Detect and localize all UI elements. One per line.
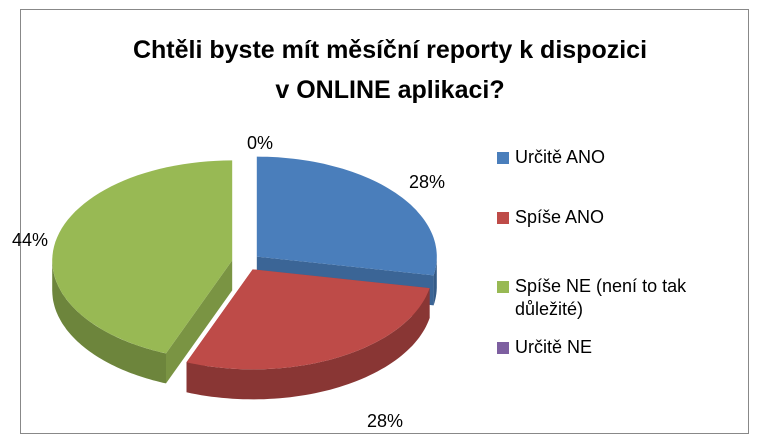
slice-side [166, 260, 233, 384]
legend-swatch [497, 152, 509, 164]
chart-frame [20, 9, 749, 434]
data-label: 0% [247, 133, 273, 153]
chart-title: Chtěli byste mít měsíční reporty k dispo… [132, 36, 648, 104]
slice [52, 160, 233, 354]
legend-entry: Určitě NE [497, 336, 755, 359]
legend-entry: Určitě ANO [497, 146, 755, 169]
slice-wall [52, 260, 167, 384]
slice [186, 269, 430, 370]
legend-label: Spíše ANO [515, 207, 605, 227]
legend-label: Spíše NE (není to tak důležité) [515, 276, 687, 319]
legend-label: Určitě ANO [515, 147, 606, 167]
slice-wall [433, 256, 437, 306]
slice [256, 156, 437, 276]
data-label: 28% [367, 411, 403, 431]
legend-swatch [497, 342, 509, 354]
data-label: 44% [12, 230, 48, 250]
legend-entry: Spíše NE (není to tak důležité) [497, 275, 755, 321]
slice-wall [186, 288, 430, 400]
legend-entry: Spíše ANO [497, 206, 755, 229]
legend-swatch [497, 212, 509, 224]
legend-label: Určitě NE [515, 337, 593, 357]
data-label: 28% [409, 172, 445, 192]
legend-swatch [497, 281, 509, 293]
